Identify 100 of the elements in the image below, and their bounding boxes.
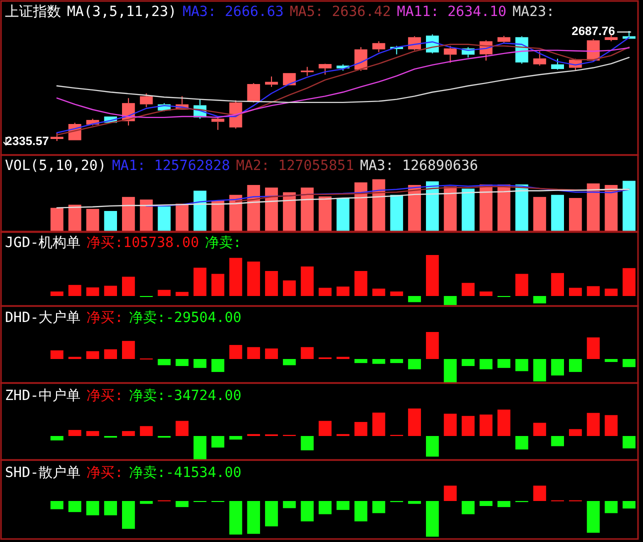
chart-title: JGD-机构单: [5, 235, 81, 251]
bar: [211, 200, 224, 232]
text: 净卖:: [205, 235, 242, 251]
bar: [140, 426, 153, 436]
bar: [480, 184, 492, 232]
bar: [354, 270, 368, 296]
bar: [50, 436, 64, 440]
bar: [551, 436, 564, 446]
bar: [104, 349, 118, 359]
bar: [390, 194, 404, 232]
bar: [211, 274, 224, 296]
bar: [265, 348, 278, 359]
bar: [551, 273, 564, 296]
bar: [336, 286, 350, 296]
bar: [354, 182, 368, 232]
bar: [265, 270, 278, 296]
bar: [68, 204, 82, 232]
bar: [194, 190, 206, 232]
series-label: 净买:105738.00: [86, 235, 200, 251]
bar: [176, 292, 189, 296]
bar: [622, 436, 636, 448]
bar: [515, 274, 528, 296]
bar: [372, 288, 386, 296]
bar: [68, 430, 82, 436]
bar: [158, 290, 171, 296]
bar: [300, 266, 314, 296]
chart-title: ZHD-中户单: [5, 388, 81, 404]
bar: [86, 208, 100, 232]
bar: [533, 196, 546, 232]
bar: [354, 359, 368, 364]
bar: [551, 194, 564, 232]
bar: [515, 436, 528, 450]
bar: [50, 350, 64, 359]
bar: [408, 184, 421, 232]
bar: [462, 416, 475, 436]
text: MA23:: [512, 4, 555, 20]
bar: [444, 414, 457, 436]
bar: [390, 359, 404, 364]
bar: [533, 422, 546, 436]
bar: [568, 429, 582, 436]
bar: [408, 296, 421, 302]
bar: [176, 359, 189, 366]
bar: [622, 359, 636, 368]
text: MA3: 2666.63: [182, 4, 284, 20]
bar: [533, 359, 546, 382]
bar: [300, 188, 314, 232]
bar: [194, 359, 206, 368]
bar: [122, 276, 135, 296]
bar: [158, 206, 171, 232]
bar: [622, 180, 636, 232]
bar: [444, 186, 457, 232]
text: 净卖:-34724.00: [129, 388, 242, 404]
bar: [86, 431, 100, 436]
bar: [586, 412, 600, 436]
text: MA5: 2636.42: [290, 4, 391, 20]
bar: [300, 436, 314, 450]
bar: [194, 436, 206, 460]
candlestick: [444, 45, 457, 64]
text: 净买:: [86, 465, 124, 481]
bar: [300, 347, 314, 359]
bar: [533, 296, 546, 304]
annotation: 2335.57: [6, 134, 50, 148]
bar: [426, 255, 439, 296]
bar: [444, 296, 457, 306]
bar: [604, 415, 618, 436]
bar: [318, 288, 332, 296]
bar: [372, 412, 386, 436]
bar: [247, 184, 260, 232]
bar: [122, 431, 135, 436]
bar: [480, 414, 492, 436]
bar: [247, 262, 260, 296]
bar: [426, 181, 439, 232]
bar: [194, 268, 206, 296]
bar: [497, 410, 510, 436]
bar: [176, 204, 189, 232]
series-label: MA2: 127055851: [236, 158, 354, 174]
bar: [568, 359, 582, 372]
bar: [282, 359, 296, 366]
series-label: 净买:: [86, 388, 124, 404]
bar: [408, 359, 421, 370]
bar: [497, 359, 510, 368]
bar: [318, 196, 332, 232]
bar: [515, 359, 528, 372]
bar: [265, 188, 278, 232]
candlestick: [372, 40, 386, 53]
bar: [462, 188, 475, 232]
bar: [462, 359, 475, 366]
bar: [480, 291, 492, 296]
bar: [586, 337, 600, 359]
bar: [86, 287, 100, 296]
bar: [480, 359, 492, 370]
candlestick: [265, 76, 278, 88]
legend-title: MA(3,5,11,23): [67, 4, 177, 20]
bar: [229, 436, 242, 440]
series-label: 净买:: [86, 310, 124, 326]
bar: [50, 291, 64, 296]
bar: [104, 286, 118, 296]
bar: [211, 436, 224, 448]
bar: [176, 420, 189, 436]
chart-title: DHD-大户单: [5, 310, 81, 326]
